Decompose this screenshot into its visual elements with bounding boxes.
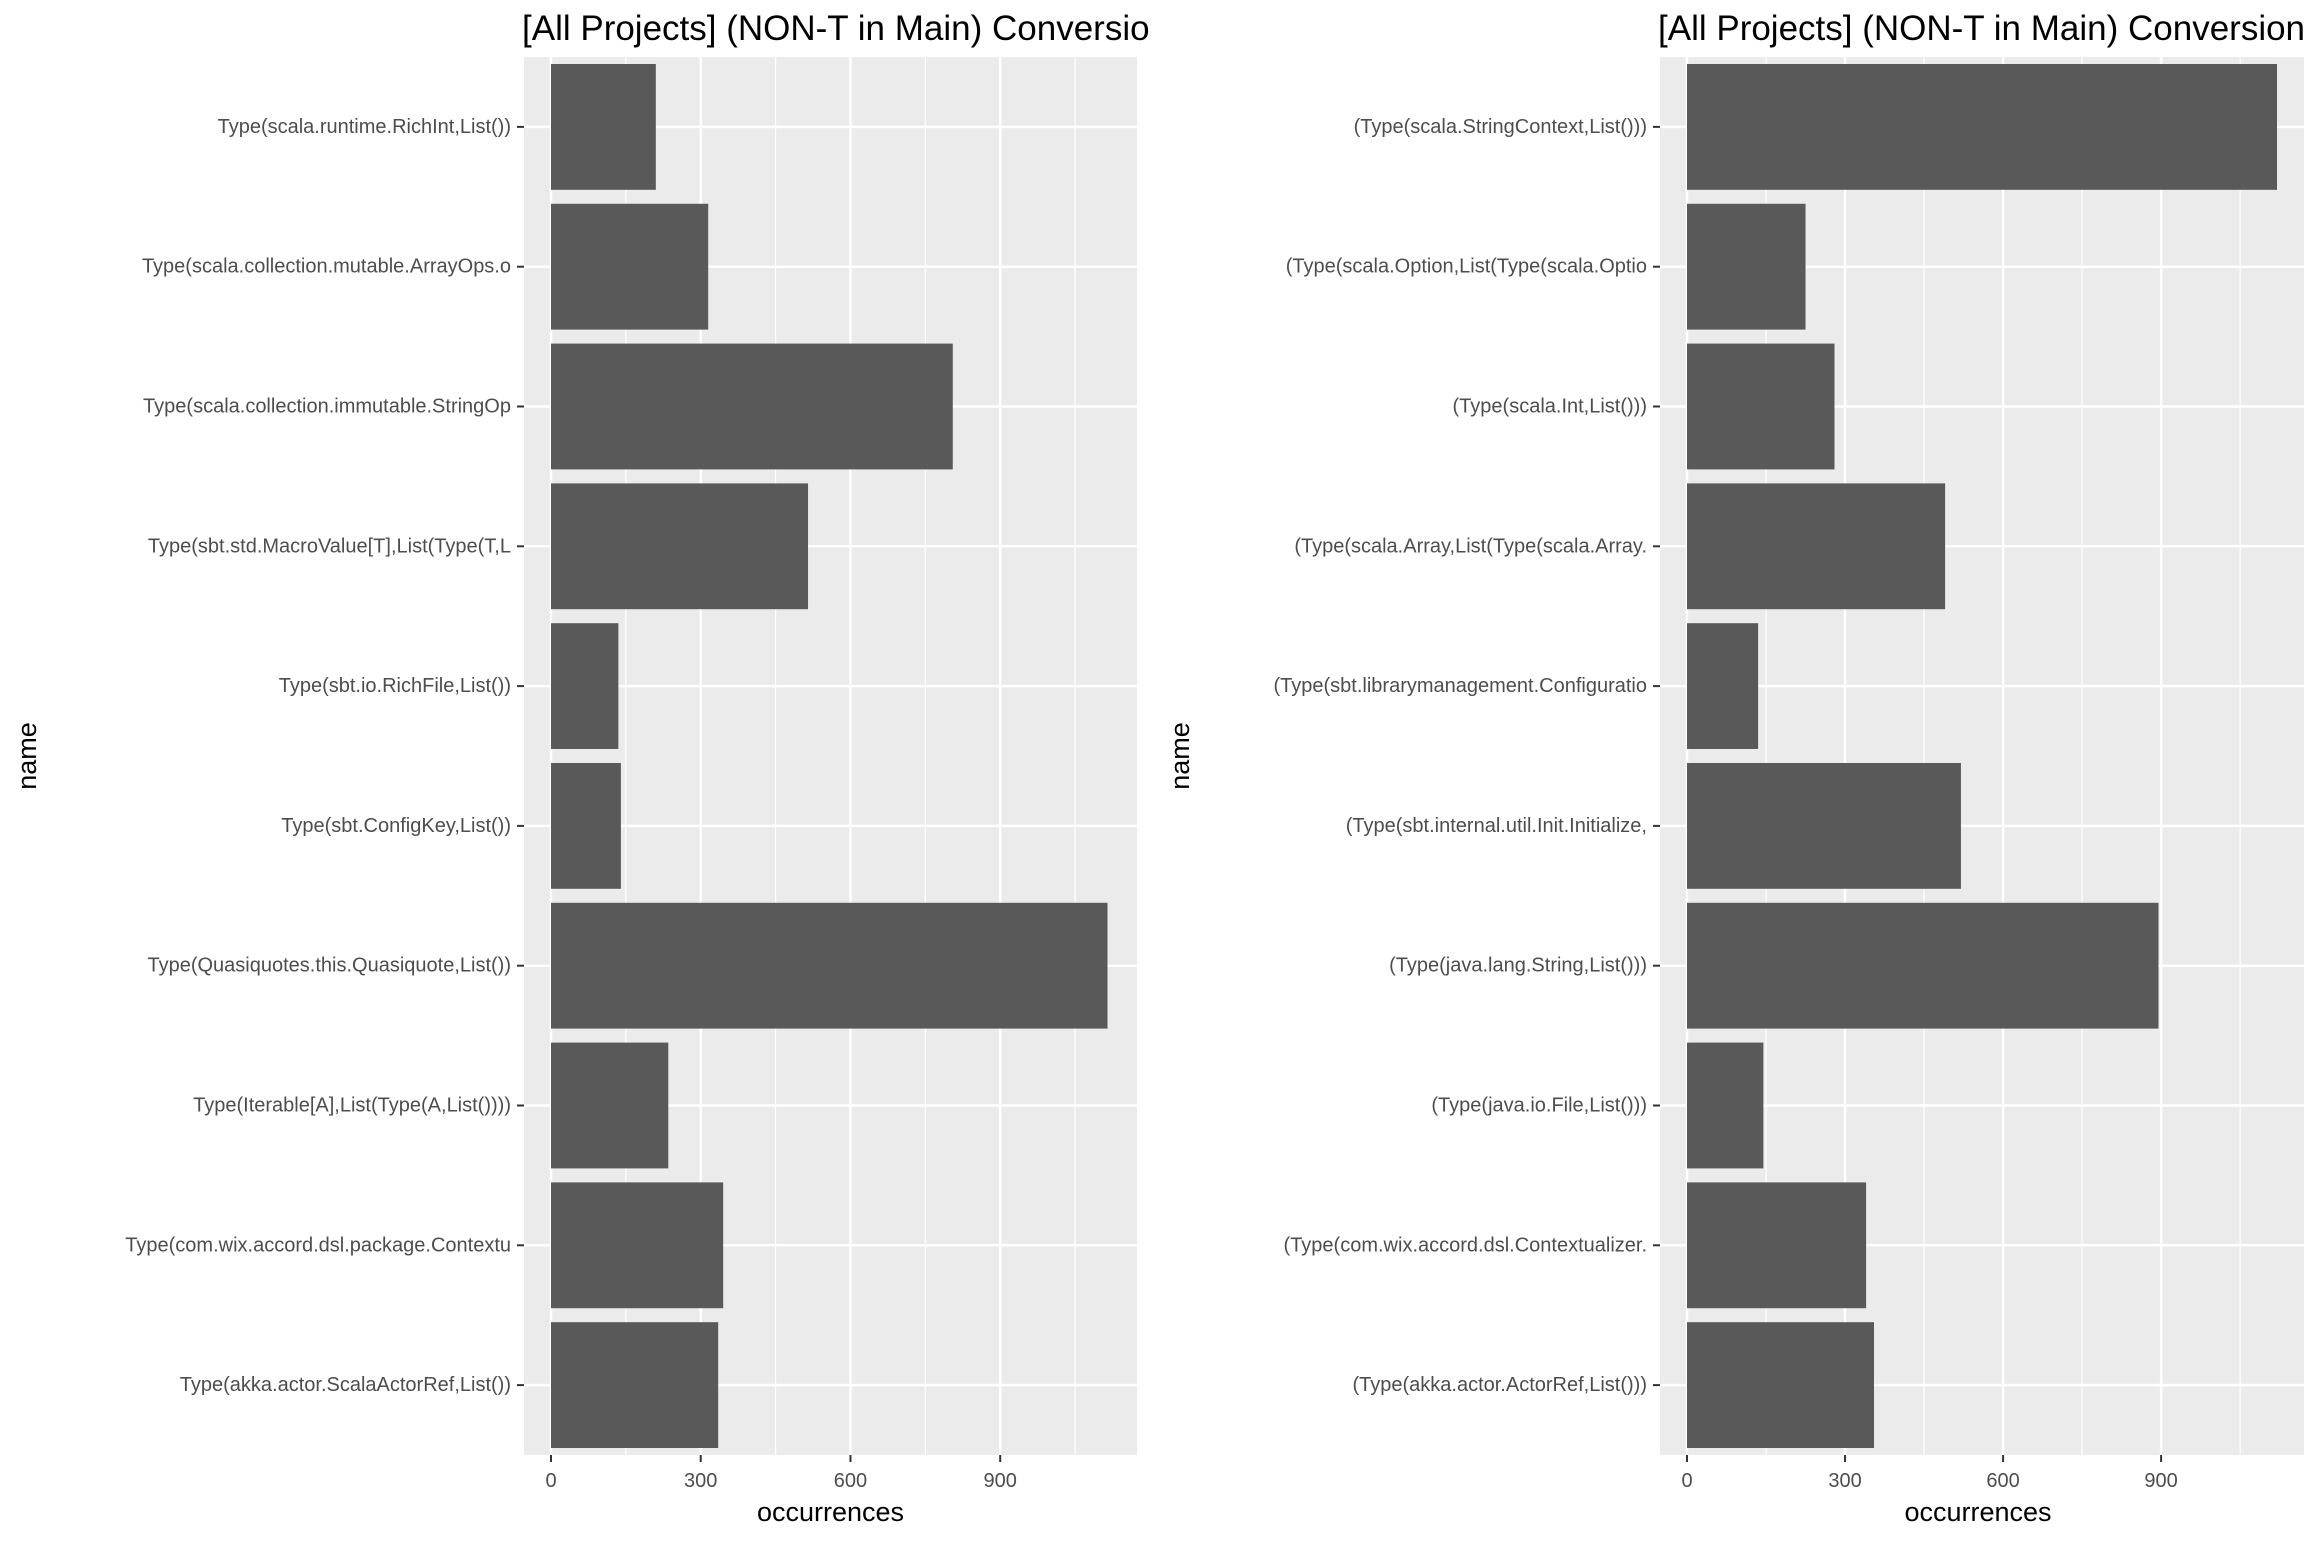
bar [551,1042,669,1169]
y-tick-label: (Type(java.io.File,List())) [1431,1095,1647,1117]
x-tick-label: 900 [984,1470,1017,1492]
chart-panel-1: Type(scala.runtime.RichInt,List()) Type(s… [12,9,1150,1527]
bar [551,1182,724,1309]
x-tick-label: 300 [684,1470,717,1492]
y-tick-label: Type(akka.actor.ScalaActorRef,List()) [180,1374,511,1396]
bar [1687,1042,1764,1169]
chart-title: [All Projects] (NON-T in Main) Conversio… [1658,9,2304,48]
bars [1687,63,2277,1449]
y-tick-label: Type(Iterable[A],List(Type(A,List()))) [193,1095,511,1117]
y-tick-label: (Type(scala.Int,List())) [1453,396,1647,418]
bar [1687,623,1759,750]
bar [551,483,809,610]
y-tick-label: (Type(java.lang.String,List())) [1389,955,1647,977]
y-tick-label: (Type(scala.StringContext,List())) [1354,116,1647,138]
y-axis-title: name [12,722,42,790]
y-axis-title: name [1165,722,1195,790]
bar [551,762,621,889]
y-tick-label: Type(scala.collection.mutable.ArrayOps.o [142,256,511,278]
x-tick-label: 900 [2144,1470,2177,1492]
y-tick-label: (Type(sbt.librarymanagement.Configuratio [1273,675,1647,697]
y-tick-label: Type(sbt.std.MacroValue[T],List(Type(T,L [148,535,511,557]
x-tick-label: 600 [834,1470,867,1492]
x-axis-title: occurrences [1904,1497,2051,1527]
bar [1687,203,1806,330]
x-tick-label: 600 [1986,1470,2019,1492]
y-tick-label: Type(scala.runtime.RichInt,List()) [218,116,511,138]
x-axis-title: occurrences [757,1497,904,1527]
bar [551,623,619,750]
x-tick-label: 300 [1828,1470,1861,1492]
y-tick-label: Type(Quasiquotes.this.Quasiquote,List()) [147,955,511,977]
x-tick-label: 0 [545,1470,556,1492]
y-tick-label: (Type(com.wix.accord.dsl.Contextualizer. [1284,1234,1647,1256]
bar [1687,1182,1867,1309]
bar [551,203,709,330]
bar [551,63,656,190]
bar [1687,343,1835,470]
y-tick-label: (Type(scala.Array,List(Type(scala.Array. [1294,535,1647,557]
chart-panel-2: (Type(scala.StringContext,List())) (Type(… [1165,9,2304,1527]
bar [1687,63,2277,190]
bar [1687,902,2159,1029]
y-tick-label: Type(sbt.ConfigKey,List()) [281,815,511,837]
bar [1687,483,1946,610]
bar [1687,762,1961,889]
bar [551,1322,719,1449]
bar [551,343,953,470]
y-tick-label: Type(sbt.io.RichFile,List()) [279,675,511,697]
bars [551,63,1108,1449]
chart-title: [All Projects] (NON-T in Main) Conversio [522,9,1150,48]
bar [551,902,1108,1029]
y-tick-label: (Type(akka.actor.ActorRef,List())) [1352,1374,1647,1396]
bar [1687,1322,1875,1449]
y-tick-label: (Type(sbt.internal.util.Init.Initialize, [1346,815,1647,837]
y-tick-label: Type(com.wix.accord.dsl.package.Contextu [125,1234,511,1256]
y-tick-label: (Type(scala.Option,List(Type(scala.Optio [1286,256,1647,278]
y-tick-label: Type(scala.collection.immutable.StringOp [143,396,511,418]
x-tick-label: 0 [1681,1470,1692,1492]
